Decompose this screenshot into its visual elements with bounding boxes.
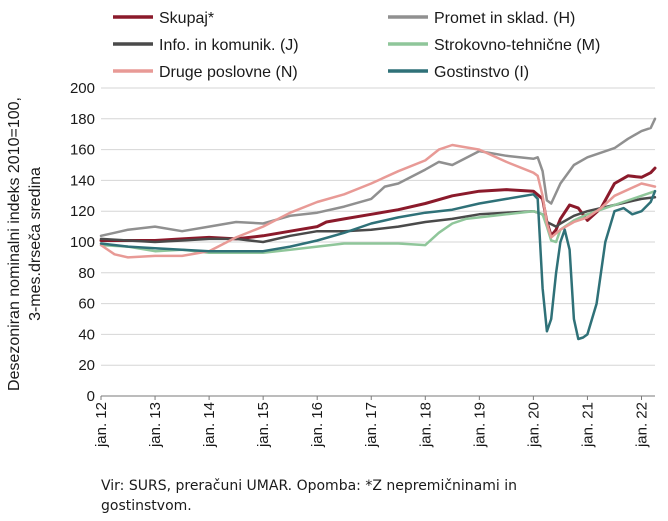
y-tick-label: 60 (78, 296, 95, 313)
chart-axes: 0 20 40 60 80 100 120 140 160 180 200 jan. 12 jan. 1… (70, 80, 655, 448)
series-line-2 (99, 117, 657, 238)
x-tick-label: jan. 15 (255, 402, 272, 448)
legend-label: Druge poslovne (N) (159, 64, 298, 81)
y-axis-title-line: Desezoniran nominalni indeks 2010=100, (6, 97, 23, 391)
x-tick-label: jan. 12 (93, 402, 110, 448)
y-tick-label: 160 (70, 142, 95, 159)
x-tick-label: jan. 13 (147, 402, 164, 448)
legend-label: Gostinstvo (I) (434, 64, 529, 81)
x-tick-label: jan. 16 (309, 402, 326, 448)
y-axis-title-line: 3-mes.drseča sredina (27, 167, 44, 321)
x-tick-label: jan. 22 (633, 402, 650, 448)
x-tick-label: jan. 20 (525, 402, 542, 448)
x-tick-label: jan. 19 (471, 402, 488, 448)
y-tick-label: 140 (70, 172, 95, 189)
line-chart: Skupaj* Promet in sklad. (H) Info. in komu… (6, 10, 657, 448)
chart-gridlines (101, 87, 655, 366)
legend-label: Promet in sklad. (H) (434, 10, 575, 27)
series-line-6 (99, 189, 657, 341)
legend-label: Skupaj* (159, 10, 214, 27)
y-tick-label: 0 (87, 388, 95, 405)
chart-legend: Skupaj* Promet in sklad. (H) Info. in komu… (113, 10, 600, 81)
legend-label: Strokovno-tehnične (M) (434, 37, 600, 54)
source-note: Vir: SURS, preračuni UMAR. Opomba: *Z ne… (101, 478, 517, 514)
x-tick-label: jan. 14 (201, 402, 218, 448)
y-tick-label: 200 (70, 80, 95, 97)
series-line-3 (99, 196, 657, 244)
y-tick-label: 80 (78, 265, 95, 282)
y-axis-title: Desezoniran nominalni indeks 2010=100, 3-… (6, 97, 44, 391)
x-tick-label: jan. 18 (417, 402, 434, 448)
y-tick-label: 20 (78, 357, 95, 374)
chart-series-group (99, 117, 657, 341)
legend-label: Info. in komunik. (J) (159, 37, 299, 54)
y-tick-label: 100 (70, 234, 95, 251)
x-tick-label: jan. 17 (363, 402, 380, 448)
y-tick-label: 180 (70, 111, 95, 128)
y-tick-label: 40 (78, 326, 95, 343)
x-tick-label: jan. 21 (579, 402, 596, 448)
y-tick-label: 120 (70, 203, 95, 220)
